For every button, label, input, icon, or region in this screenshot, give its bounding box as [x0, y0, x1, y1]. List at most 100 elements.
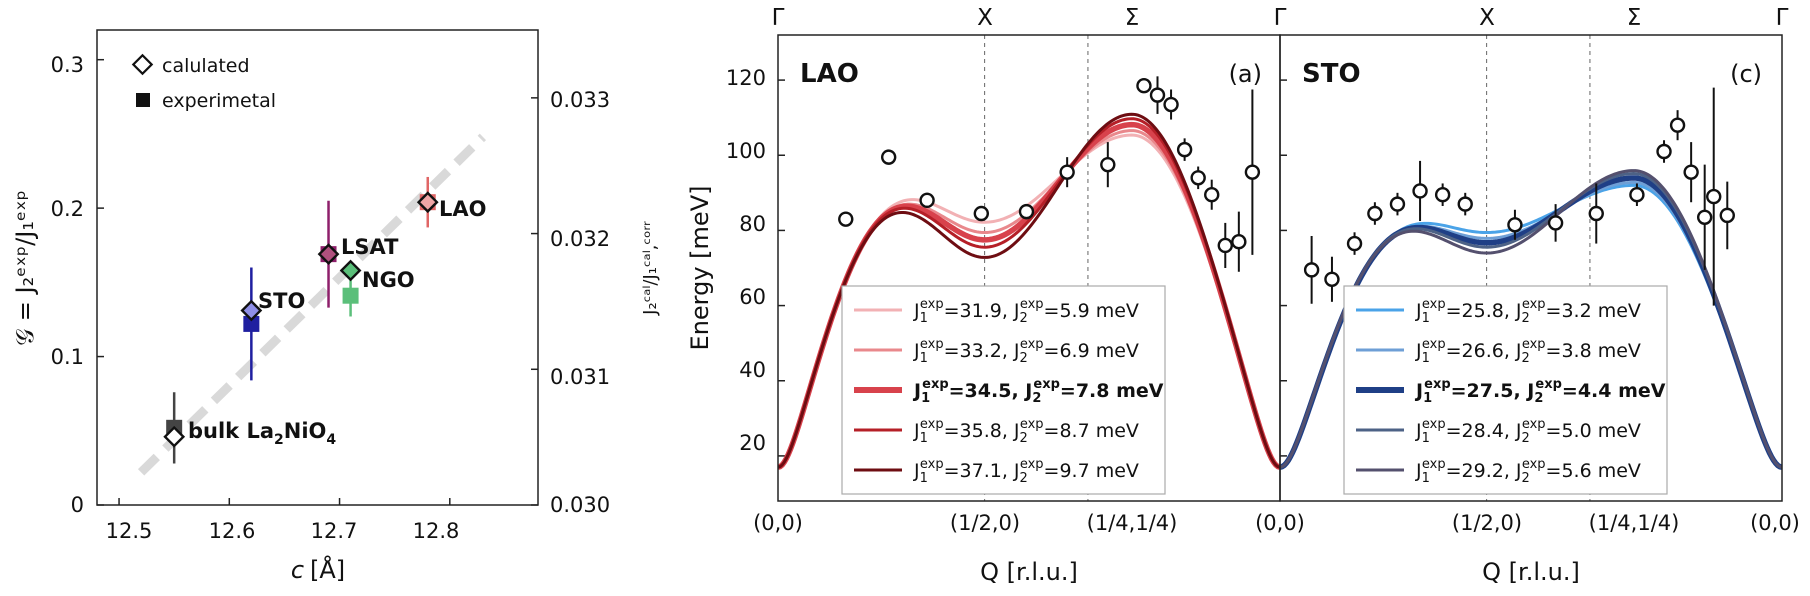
legend-entry-part: 1	[920, 431, 928, 446]
legend-entry-part: 1	[920, 471, 928, 486]
model-curve	[778, 112, 1280, 469]
legend-entry-part: =26.6,	[1446, 340, 1516, 362]
panel-a-title: LAO	[800, 59, 859, 89]
scatter-legend: calulated experimetal	[131, 53, 276, 112]
legend-entry: J1exp=34.5, J2exp=7.8 meV	[912, 377, 1164, 406]
data-point	[1434, 187, 1451, 203]
legend-entry: J1exp=25.8, J2exp=3.2 meV	[1415, 297, 1641, 326]
legend-entry-part: J	[1525, 380, 1534, 402]
legend-entry-part: 2	[1032, 391, 1041, 406]
bulk-label-sub2: 2	[274, 432, 284, 448]
scatter-y-ticks: 0 0.1 0.2 0.3	[51, 53, 84, 517]
legend-entry-part: 1	[920, 311, 928, 326]
legend-entry-part: exp	[1020, 337, 1044, 352]
y-tick-label: 0	[71, 493, 84, 517]
legend-entry-part: =6.9 meV	[1044, 340, 1139, 362]
energy-tick-label: 120	[726, 66, 766, 90]
model-curve	[1280, 169, 1782, 469]
data-point	[1719, 207, 1735, 224]
q-tick-label: (0,0)	[753, 511, 803, 535]
legend-entry-part: =5.6 meV	[1546, 460, 1641, 482]
data-point	[1367, 205, 1383, 222]
data-point	[1204, 187, 1220, 203]
legend-entry-part: 2	[1522, 431, 1530, 446]
legend-entry-part: exp	[920, 417, 944, 432]
legend-entry: J1exp=37.1, J2exp=9.7 meV	[913, 457, 1139, 486]
data-point	[1059, 164, 1075, 180]
y-tick-label: 0.1	[51, 345, 84, 369]
bulk-label-nio: NiO	[284, 419, 327, 443]
legend-entry-part: exp	[922, 377, 949, 392]
legend-entry-part: =29.2,	[1446, 460, 1516, 482]
legend-entry-part: =3.8 meV	[1546, 340, 1641, 362]
legend-entry-part: =3.2 meV	[1546, 300, 1641, 322]
legend-entry-part: =33.2,	[944, 340, 1014, 362]
bulk-label-sub4: 4	[326, 432, 336, 448]
legend-experimental-label: experimetal	[162, 90, 276, 112]
top-label-gamma: Γ	[772, 5, 785, 31]
experimental-marker	[342, 287, 359, 304]
x-axis-label-unit: [Å]	[310, 555, 345, 584]
legend-entry-part: =27.5,	[1451, 380, 1528, 402]
legend-entry-part: 1	[921, 391, 930, 406]
legend-entry-part: J	[913, 460, 920, 482]
legend-entry-part: exp	[1020, 297, 1044, 312]
data-point	[1100, 156, 1116, 173]
calculated-marker	[317, 243, 340, 266]
legend-entry-part: exp	[1422, 337, 1446, 352]
data-point	[1683, 164, 1699, 180]
legend-entry-part: J	[1013, 460, 1020, 482]
bulk-label-text: bulk La	[188, 419, 274, 443]
scatter-panel: calulated experimetal LAO LSAT NGO STO b…	[11, 29, 661, 584]
legend-entry-part: exp	[1422, 457, 1446, 472]
legend-entry-part: J	[1013, 420, 1020, 442]
legend-entry-part: =25.8,	[1446, 300, 1516, 322]
x-tick-label: 12.6	[209, 519, 256, 543]
legend-entry-part: exp	[1422, 417, 1446, 432]
legend-entry: J1exp=35.8, J2exp=8.7 meV	[913, 417, 1139, 446]
legend-entry-part: exp	[1522, 337, 1546, 352]
legend-entry-part: 1	[1422, 311, 1430, 326]
legend-entry-part: 2	[1020, 311, 1028, 326]
y2-tick-label: 0.033	[550, 88, 610, 112]
point-label-lao: LAO	[439, 197, 487, 221]
panel-c-x-axis-label: Q [r.l.u.]	[1482, 558, 1580, 586]
scatter-y-axis-label: 𝒢 = J₂ᵉˣᵖ/J₁ᵉˣᵖ	[11, 190, 39, 346]
panel-c-sto	[1280, 35, 1782, 501]
energy-y-axis-label: Energy [meV]	[686, 186, 714, 351]
legend-entry-part: J	[1415, 460, 1422, 482]
data-point	[1018, 203, 1035, 220]
panel-c-frame	[1279, 34, 1783, 502]
legend-entry-part: exp	[1020, 457, 1044, 472]
legend-calculated-label: calulated	[162, 55, 250, 77]
legend-entry-part: 2	[1522, 351, 1530, 366]
legend-entry-part: J	[913, 340, 920, 362]
q-tick-label: (0,0)	[1255, 511, 1305, 535]
legend-entry-part: =37.1,	[944, 460, 1014, 482]
legend-entry-part: J	[1415, 420, 1422, 442]
legend-entry-part: =4.4 meV	[1562, 380, 1666, 402]
legend-entry-part: =5.0 meV	[1546, 420, 1641, 442]
panel-a-x-axis-label: Q [r.l.u.]	[980, 558, 1078, 586]
data-point	[1588, 205, 1604, 222]
legend-square-marker	[136, 93, 150, 107]
legend-entry-part: J	[1414, 380, 1423, 402]
y2-tick-label: 0.031	[550, 365, 610, 389]
legend-entry-part: 1	[1422, 431, 1430, 446]
experimental-marker	[243, 315, 260, 332]
point-label-ngo: NGO	[362, 268, 415, 292]
data-point	[1457, 196, 1473, 212]
panel-a-lao	[778, 35, 1280, 501]
data-point	[838, 211, 854, 227]
legend-entry-part: 1	[920, 351, 928, 366]
data-point	[1346, 235, 1363, 252]
panel-c-tag: (c)	[1730, 60, 1762, 88]
q-tick-label: (1/2,0)	[1452, 511, 1522, 535]
calculated-marker	[339, 259, 362, 282]
legend-entry-part: J	[913, 300, 920, 322]
legend-entry-part: J	[913, 420, 920, 442]
legend-entry-part: J	[1515, 340, 1522, 362]
energy-tick-label: 80	[739, 212, 766, 236]
legend-entry-part: 1	[1422, 351, 1430, 366]
legend-entry-part: exp	[1535, 377, 1562, 392]
